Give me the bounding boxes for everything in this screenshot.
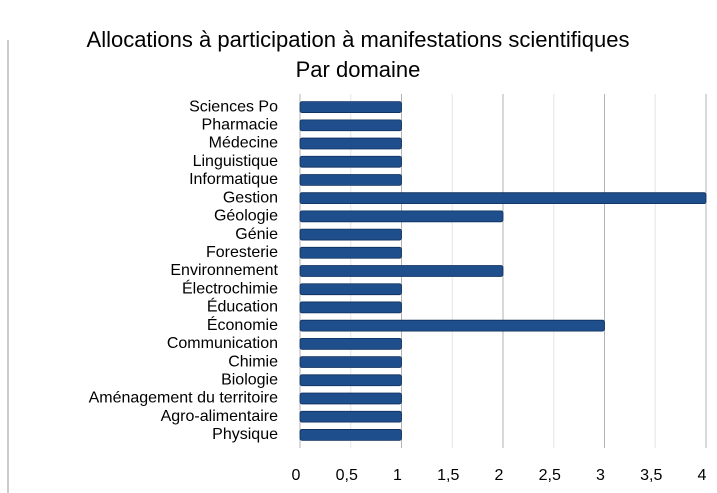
bar	[299, 319, 605, 332]
bar	[299, 301, 402, 314]
y-tick-label: Chimie	[228, 353, 278, 370]
y-tick-label: Médecine	[209, 135, 278, 152]
bar	[299, 337, 402, 350]
y-tick-label: Linguistique	[193, 153, 279, 170]
y-tick-label: Aménagement du territoire	[89, 390, 279, 407]
bar	[299, 374, 402, 387]
bar	[299, 392, 402, 405]
bar	[299, 410, 402, 423]
x-tick-label: 3,5	[640, 467, 662, 484]
bar	[299, 228, 402, 241]
bar	[299, 174, 402, 186]
x-tick-label: 0,5	[336, 467, 358, 484]
bar	[299, 155, 402, 168]
y-tick-label: Environnement	[170, 262, 278, 279]
bar	[299, 356, 402, 368]
y-tick-label: Biologie	[221, 371, 278, 388]
y-tick-label: Électrochimie	[182, 278, 278, 297]
x-tick-label: 0	[292, 467, 301, 484]
y-tick-label: Gestion	[223, 189, 278, 206]
bar	[299, 192, 707, 205]
y-tick-label: Informatique	[189, 171, 278, 188]
bar	[299, 101, 402, 113]
bar	[299, 137, 402, 150]
y-tick-label: Éducation	[207, 297, 278, 316]
y-tick-label: Sciences Po	[189, 98, 278, 115]
x-tick-label: 3	[596, 467, 605, 484]
bar	[299, 210, 504, 223]
bar	[299, 265, 504, 277]
x-tick-label: 1,5	[437, 467, 459, 484]
x-tick-label: 4	[698, 467, 707, 484]
chart-title: Allocations à participation à manifestat…	[87, 27, 630, 52]
bar	[299, 119, 402, 132]
x-tick-label: 2	[495, 467, 504, 484]
bar	[299, 429, 402, 441]
chart-subtitle: Par domaine	[296, 57, 421, 82]
y-tick-label: Pharmacie	[202, 117, 279, 134]
y-tick-label: Géologie	[214, 208, 278, 225]
y-tick-label: Génie	[235, 226, 278, 243]
y-tick-label: Économie	[207, 315, 278, 334]
x-tick-label: 1	[393, 467, 402, 484]
bar	[299, 246, 402, 259]
y-tick-label: Physique	[212, 426, 278, 443]
bar	[299, 283, 402, 296]
y-tick-label: Foresterie	[206, 244, 278, 261]
y-tick-label: Agro-alimentaire	[161, 408, 278, 425]
x-tick-label: 2,5	[539, 467, 561, 484]
y-tick-label: Communication	[167, 335, 278, 352]
